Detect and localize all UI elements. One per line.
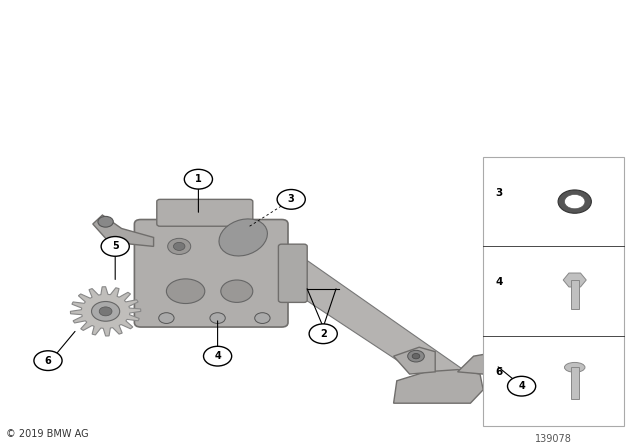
Polygon shape	[93, 215, 154, 246]
Circle shape	[159, 313, 174, 323]
Ellipse shape	[221, 280, 253, 302]
Circle shape	[488, 353, 504, 364]
Polygon shape	[394, 370, 483, 403]
FancyBboxPatch shape	[278, 244, 307, 302]
Circle shape	[237, 242, 249, 250]
Ellipse shape	[219, 219, 268, 256]
Polygon shape	[70, 287, 141, 336]
Text: © 2019 BMW AG: © 2019 BMW AG	[6, 429, 89, 439]
FancyBboxPatch shape	[134, 220, 288, 327]
Text: 3: 3	[495, 188, 503, 198]
Ellipse shape	[564, 362, 585, 372]
Circle shape	[277, 190, 305, 209]
Circle shape	[408, 350, 424, 362]
Polygon shape	[458, 352, 512, 374]
Polygon shape	[563, 273, 586, 287]
Text: 3: 3	[288, 194, 294, 204]
Circle shape	[184, 169, 212, 189]
Text: 6: 6	[495, 367, 503, 377]
Circle shape	[492, 356, 500, 361]
Polygon shape	[394, 347, 435, 374]
Text: 1: 1	[195, 174, 202, 184]
Circle shape	[210, 313, 225, 323]
Text: 6: 6	[45, 356, 51, 366]
Text: 2: 2	[320, 329, 326, 339]
Text: 139078: 139078	[535, 434, 572, 444]
Circle shape	[412, 353, 420, 359]
FancyBboxPatch shape	[157, 199, 253, 226]
Circle shape	[232, 238, 255, 254]
Circle shape	[173, 242, 185, 250]
Bar	[571, 367, 579, 399]
Circle shape	[309, 324, 337, 344]
Circle shape	[34, 351, 62, 370]
Circle shape	[255, 313, 270, 323]
FancyBboxPatch shape	[483, 157, 624, 426]
Circle shape	[564, 194, 585, 209]
Circle shape	[99, 307, 112, 316]
Circle shape	[204, 346, 232, 366]
Polygon shape	[231, 224, 470, 396]
Text: 4: 4	[495, 277, 503, 287]
Circle shape	[558, 190, 591, 213]
Circle shape	[101, 237, 129, 256]
Text: 5: 5	[112, 241, 118, 251]
Circle shape	[508, 376, 536, 396]
Bar	[571, 280, 579, 309]
Ellipse shape	[166, 279, 205, 304]
Text: 4: 4	[518, 381, 525, 391]
Circle shape	[98, 216, 113, 227]
Text: 4: 4	[214, 351, 221, 361]
Circle shape	[92, 302, 120, 321]
Circle shape	[168, 238, 191, 254]
